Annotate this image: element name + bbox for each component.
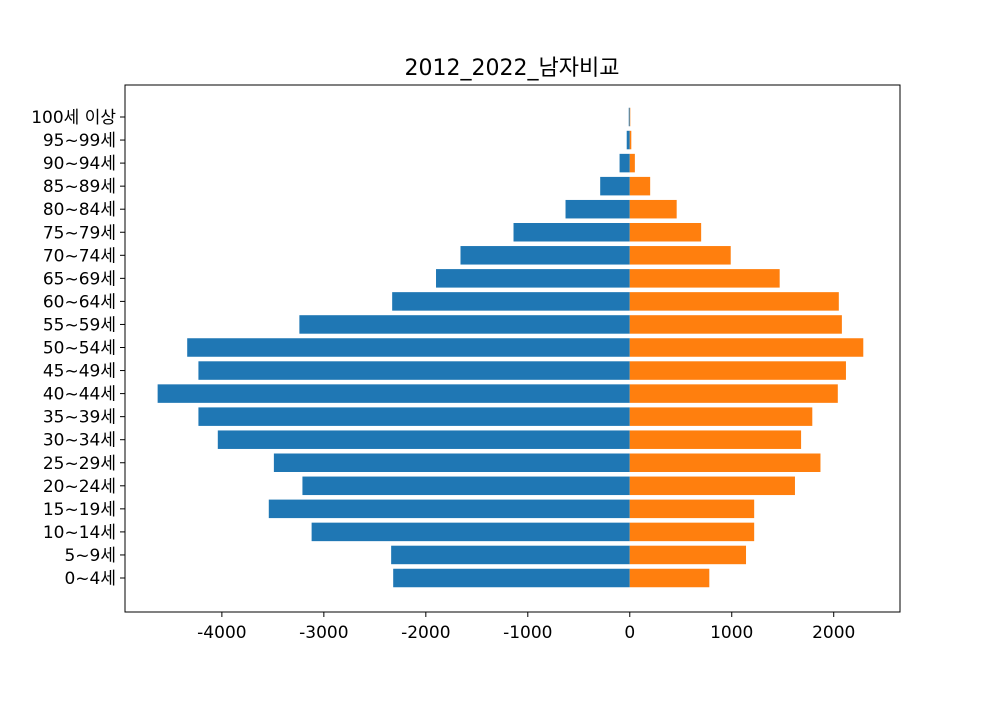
bar-series1-12: [629, 292, 839, 311]
bar-series1-8: [629, 384, 838, 403]
bar-series1-17: [629, 176, 651, 196]
bar-series1-2: [629, 522, 755, 542]
chart-title: 2012_2022_남자비교: [405, 56, 620, 81]
bar-series1-20: [629, 107, 631, 127]
y-tick-label: 25~29세: [43, 454, 116, 474]
bar-series0-1: [391, 545, 630, 565]
bar-series1-4: [629, 476, 795, 496]
bar-series0-6: [217, 430, 630, 449]
x-tick-label: 0: [624, 623, 635, 643]
bar-series0-17: [600, 176, 630, 196]
y-tick-label: 80~84세: [43, 200, 116, 220]
bar-series0-9: [198, 361, 630, 380]
y-tick-label: 0~4세: [64, 569, 116, 589]
bar-series1-9: [629, 361, 846, 380]
bar-series1-1: [629, 545, 747, 565]
y-tick-label: 70~74세: [43, 246, 116, 266]
x-tick-label: -2000: [401, 623, 450, 643]
y-tick-label: 90~94세: [43, 154, 116, 174]
bar-series1-15: [629, 223, 702, 242]
bar-series1-3: [629, 499, 755, 519]
y-tick-label: 45~49세: [43, 362, 116, 382]
x-tick-label: -4000: [197, 623, 246, 643]
y-tick-label: 85~89세: [43, 177, 116, 197]
y-tick-label: 65~69세: [43, 269, 116, 289]
bar-series0-18: [619, 153, 630, 173]
bar-series0-7: [198, 407, 630, 426]
bar-series1-13: [629, 269, 780, 288]
y-tick-label: 15~19세: [43, 500, 116, 520]
y-tick-label: 35~39세: [43, 408, 116, 428]
y-tick-label: 50~54세: [43, 339, 116, 359]
bar-series0-11: [299, 315, 630, 334]
bar-series0-5: [273, 453, 630, 472]
bar-series0-13: [436, 269, 630, 288]
y-tick-label: 100세 이상: [31, 108, 116, 128]
y-tick-label: 60~64세: [43, 292, 116, 312]
y-tick-label: 20~24세: [43, 477, 116, 497]
y-tick-label: 5~9세: [64, 546, 116, 566]
y-tick-label: 95~99세: [43, 131, 116, 151]
x-tick-label: -3000: [299, 623, 348, 643]
bar-series0-3: [268, 499, 630, 519]
bar-series0-16: [565, 199, 630, 219]
y-tick-label: 10~14세: [43, 523, 116, 543]
bar-series1-18: [629, 153, 635, 173]
plot-frame: [124, 84, 901, 613]
bar-series1-5: [629, 453, 821, 472]
bar-series1-7: [629, 407, 813, 426]
y-tick-label: 55~59세: [43, 315, 116, 335]
bar-series1-0: [629, 568, 710, 588]
bar-series1-14: [629, 246, 731, 265]
bars-group: [157, 107, 864, 588]
bar-series0-10: [187, 338, 630, 357]
bar-series1-6: [629, 430, 802, 449]
y-tick-label: 30~34세: [43, 431, 116, 451]
y-tick-label: 40~44세: [43, 385, 116, 405]
bar-series1-16: [629, 199, 677, 219]
bar-series0-12: [392, 292, 630, 311]
bar-series0-0: [393, 568, 630, 588]
bar-series0-14: [460, 246, 630, 265]
bar-series0-19: [626, 130, 630, 150]
x-axis-ticks: -4000 -3000 -2000 -1000 0 1000 2000: [197, 612, 855, 643]
bar-series0-2: [311, 522, 630, 542]
bar-series1-11: [629, 315, 842, 334]
y-axis-ticks: 0~4세 5~9세 10~14세 15~19세 20~24세 25~29세 30~34세 35…: [31, 108, 125, 589]
bar-series0-15: [513, 223, 630, 242]
bar-series1-19: [629, 130, 632, 150]
x-tick-label: 1000: [710, 623, 753, 643]
x-tick-label: 2000: [812, 623, 855, 643]
bar-series0-4: [302, 476, 630, 496]
x-tick-label: -1000: [503, 623, 552, 643]
bar-series0-20: [628, 107, 630, 127]
bar-series1-10: [629, 338, 864, 357]
bar-series0-8: [157, 384, 630, 403]
y-tick-label: 75~79세: [43, 223, 116, 243]
